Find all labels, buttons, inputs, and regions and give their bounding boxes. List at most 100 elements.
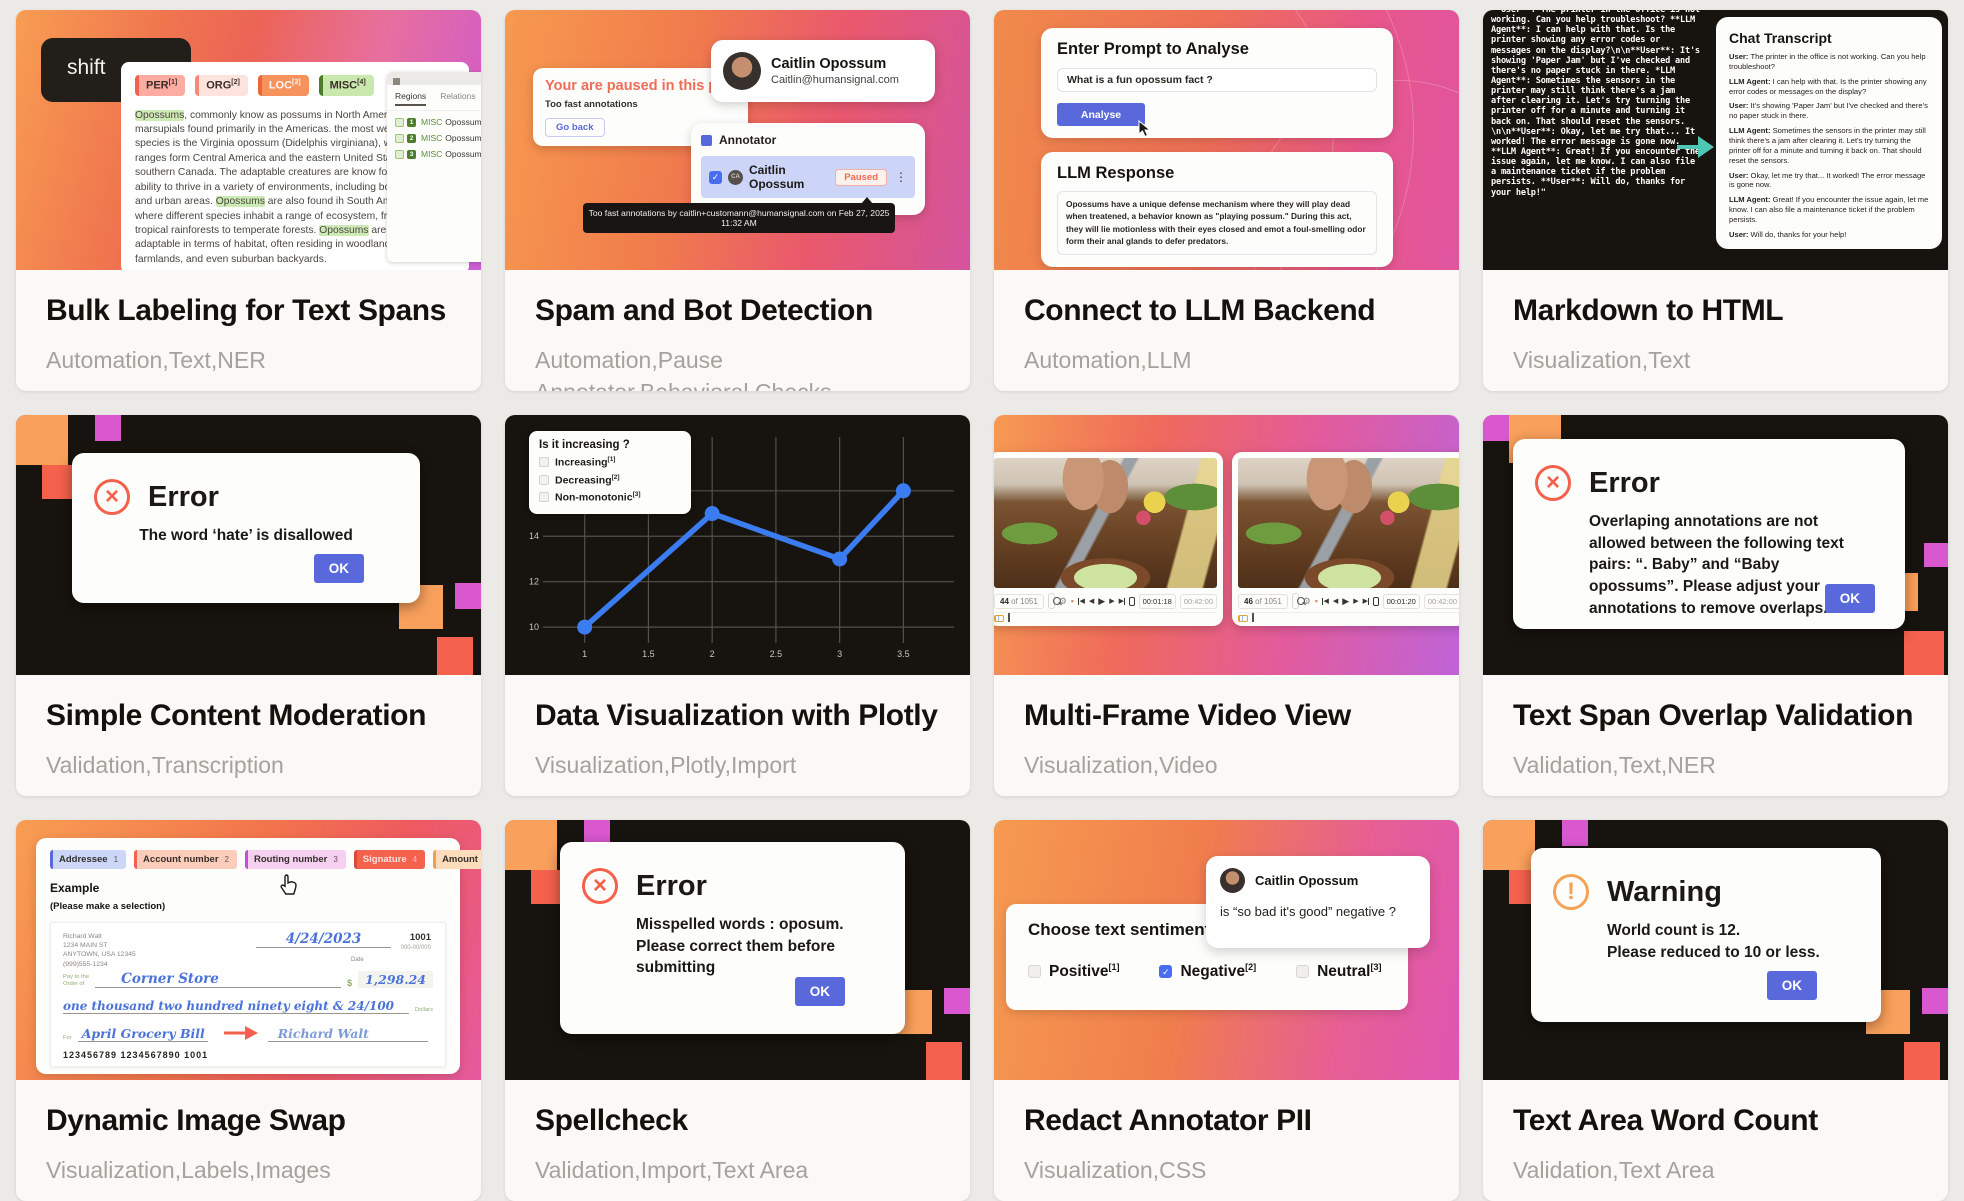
skip-start-button[interactable]: ◀	[1321, 597, 1329, 605]
option-positive[interactable]: Positive[1]	[1028, 962, 1119, 981]
terminal-text: **User**: The printer in the office is n…	[1491, 10, 1700, 198]
card-spam-bot-detection[interactable]: Your are paused in this proje Too fast a…	[505, 10, 970, 391]
annotator-panel: Annotator ✓ CA Caitlin Opossum Paused ⋮	[691, 123, 925, 215]
region-item[interactable]: 3 MISC Opossums	[395, 149, 481, 159]
card-word-count[interactable]: ! Warning World count is 12. Please redu…	[1483, 820, 1948, 1201]
checkbox-checked[interactable]: ✓	[1159, 965, 1173, 979]
card-tags: Validation,Text,NER	[1513, 752, 1716, 778]
tab-regions[interactable]: Regions	[395, 91, 427, 106]
analyse-button[interactable]: Analyse	[1057, 103, 1152, 138]
play-button[interactable]: ▶	[1098, 596, 1105, 607]
key-icon[interactable]: ▪	[1070, 596, 1074, 606]
label-account-number[interactable]: Account number 2	[134, 850, 237, 869]
choice-option[interactable]: Increasing[1]	[539, 456, 681, 469]
checkbox-checked[interactable]: ✓	[709, 170, 722, 184]
label-org[interactable]: ORG[2]	[195, 75, 248, 96]
current-time[interactable]: 00:01:20	[1382, 593, 1420, 609]
card-preview: Addressee 1 Account number 2 Routing numbe…	[16, 820, 481, 1080]
frame-counter[interactable]: 44 of 1051	[994, 593, 1044, 609]
card-multi-frame-video[interactable]: 44 of 1051 ⚙ ▪ ◀ ◀ ▶ ▶ ▶ 00:01:18 00:42:…	[994, 415, 1459, 796]
label-routing-number[interactable]: Routing number 3	[244, 850, 346, 869]
playhead[interactable]	[1252, 613, 1254, 622]
label-signature[interactable]: Signature 4	[353, 850, 426, 869]
message-text: Okay, let me try that... It worked! The …	[1729, 170, 1926, 190]
playhead[interactable]	[1008, 613, 1010, 622]
step-forward-button[interactable]: ▶	[1353, 597, 1358, 605]
play-button[interactable]: ▶	[1342, 596, 1349, 607]
question-card: Caitlin Opossum is “so bad it's good” ne…	[1206, 856, 1430, 948]
checkbox-unchecked[interactable]	[539, 474, 549, 485]
key-icon[interactable]: ▪	[1314, 596, 1318, 606]
card-redact-pii[interactable]: Choose text sentiment Positive[1] ✓ Nega…	[994, 820, 1459, 1201]
tab-relations[interactable]: Relations	[440, 91, 476, 101]
ok-button[interactable]: OK	[313, 554, 364, 583]
question-header: Caitlin Opossum	[1220, 868, 1416, 893]
card-dynamic-image-swap[interactable]: Addressee 1 Account number 2 Routing numbe…	[16, 820, 481, 1201]
zoom-icon[interactable]	[1291, 593, 1305, 609]
kebab-menu-icon[interactable]: ⋮	[895, 170, 907, 184]
card-markdown-to-html[interactable]: **User**: The printer in the office is n…	[1483, 10, 1948, 391]
sidebar-tabs: Regions Relations	[387, 85, 481, 111]
check-image[interactable]: Richard Walt 1234 MAIN ST ANYTOWN, USA 1…	[50, 922, 446, 1067]
prompt-input[interactable]: What is a fun opossum fact ?	[1057, 68, 1377, 92]
annotator-row[interactable]: ✓ CA Caitlin Opossum Paused ⋮	[701, 156, 915, 198]
text-segment: are also found ih South America, where d…	[135, 196, 417, 236]
label-addressee[interactable]: Addressee 1	[50, 850, 127, 869]
step-back-button[interactable]: ◀	[1089, 597, 1094, 605]
card-tags: Validation,Import,Text Area	[535, 1157, 809, 1183]
highlighted-span[interactable]: Opossums	[135, 109, 185, 121]
card-plotly[interactable]: 11.522.533.510121416 Is it increasing ? …	[505, 415, 970, 796]
timeline[interactable]	[994, 612, 1217, 622]
choice-hotkey: [3]	[632, 491, 641, 498]
step-forward-button[interactable]: ▶	[1109, 597, 1114, 605]
skip-end-button[interactable]: ▶	[1363, 597, 1370, 605]
highlighted-span[interactable]: Opossums	[319, 224, 369, 236]
visibility-icon[interactable]	[395, 133, 404, 143]
card-info: Spam and Bot Detection Automation,Pause …	[505, 270, 970, 391]
card-overlap-validation[interactable]: × Error Overlaping annotations are not a…	[1483, 415, 1948, 796]
highlighted-span[interactable]: Opossums	[215, 196, 265, 208]
go-back-button[interactable]: Go back	[545, 118, 605, 137]
frame-view-icon[interactable]	[1129, 596, 1135, 606]
visibility-icon[interactable]	[395, 149, 404, 159]
checkbox-unchecked[interactable]	[539, 492, 549, 503]
label-amount[interactable]: Amount5	[433, 850, 481, 869]
visibility-icon[interactable]	[395, 117, 404, 127]
skip-end-button[interactable]: ▶	[1119, 597, 1126, 605]
frame-view-icon[interactable]	[1373, 596, 1379, 606]
waveform-icon	[1238, 615, 1248, 622]
ok-button[interactable]: OK	[1824, 584, 1875, 613]
step-back-button[interactable]: ◀	[1333, 597, 1338, 605]
current-time[interactable]: 00:01:18	[1138, 593, 1176, 609]
ok-button[interactable]: OK	[794, 977, 845, 1006]
option-neutral[interactable]: Neutral[3]	[1296, 962, 1381, 981]
timeline[interactable]	[1238, 612, 1459, 622]
label-loc[interactable]: LOC[3]	[257, 75, 309, 96]
zoom-icon[interactable]	[1047, 593, 1061, 609]
label-per[interactable]: PER[1]	[135, 75, 186, 96]
label-misc[interactable]: MISC[4]	[318, 75, 374, 96]
choice-text: Decreasing	[555, 474, 612, 486]
choice-option[interactable]: Decreasing[2]	[539, 474, 681, 486]
region-item[interactable]: 2 MISC Opossums	[395, 133, 481, 143]
checkbox-unchecked[interactable]	[1296, 965, 1310, 979]
checkbox-unchecked[interactable]	[539, 457, 549, 468]
card-bulk-labeling[interactable]: shift PER[1] ORG[2] LOC[3] MISC[4] Oposs…	[16, 10, 481, 391]
card-content-moderation[interactable]: × Error The word ‘hate’ is disallowed OK…	[16, 415, 481, 796]
region-item[interactable]: 1 MISC Opossums	[395, 117, 481, 127]
transcript-message: UserOkay, let me try that... It worked! …	[1729, 171, 1929, 191]
ok-button[interactable]: OK	[1766, 971, 1817, 1000]
option-negative[interactable]: ✓ Negative[2]	[1159, 962, 1256, 981]
settings-icon[interactable]: ⚙	[1302, 595, 1311, 606]
settings-icon[interactable]: ⚙	[1058, 595, 1067, 606]
choice-option[interactable]: Non-monotonic[3]	[539, 491, 681, 504]
chip-text: Addressee	[59, 854, 108, 865]
skip-start-button[interactable]: ◀	[1077, 597, 1085, 605]
card-llm-backend[interactable]: Enter Prompt to Analyse What is a fun op…	[994, 10, 1459, 391]
next-glyph: ▶	[1353, 598, 1359, 605]
checkbox-unchecked[interactable]	[1028, 965, 1041, 979]
card-spellcheck[interactable]: × Error Misspelled words : oposum. Pleas…	[505, 820, 970, 1201]
card-preview: **User**: The printer in the office is n…	[1483, 10, 1948, 270]
frame-counter[interactable]: 46 of 1051	[1238, 593, 1288, 609]
option-hotkey: [3]	[1370, 962, 1382, 972]
